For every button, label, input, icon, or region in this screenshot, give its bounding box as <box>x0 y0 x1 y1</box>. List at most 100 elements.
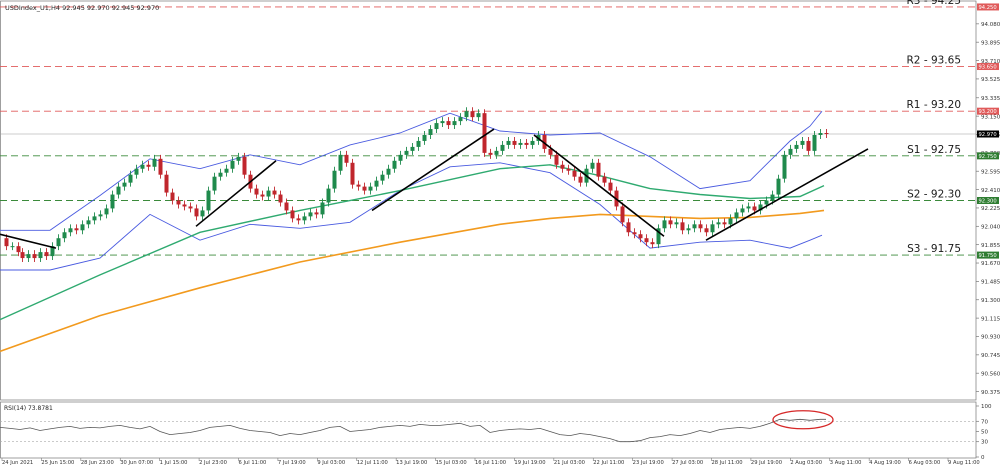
candle-bear <box>350 162 355 185</box>
candle-bear <box>680 222 685 231</box>
candle-bull <box>374 180 379 187</box>
candle-bull <box>80 224 85 231</box>
trendlines <box>0 128 869 249</box>
candle-bull <box>326 188 331 203</box>
candle-bull <box>128 174 133 183</box>
candle-bull <box>140 164 145 169</box>
candle-bear <box>596 162 601 177</box>
rsi-tick-label: 30 <box>981 440 988 446</box>
candle-bear <box>470 111 475 118</box>
candle-bear <box>608 182 613 191</box>
bollinger-upper-line <box>0 110 823 231</box>
candle-bull <box>530 140 535 145</box>
candle-bear <box>722 222 727 225</box>
time-tick-label: 22 Jul 11:00 <box>593 460 624 466</box>
price-tick-label: 90.560 <box>981 371 1000 377</box>
rsi-title: RSI(14) 73.8781 <box>4 405 53 412</box>
price-tick-label: 91.115 <box>981 316 1000 322</box>
candle-bear <box>554 154 559 165</box>
candle-bear <box>548 148 553 155</box>
time-tick-label: 6 Aug 03:00 <box>909 460 941 466</box>
candle-bear <box>752 206 757 211</box>
candle-bull <box>236 156 241 161</box>
candle-bear <box>632 232 637 235</box>
candle-bull <box>134 168 139 175</box>
current-price-tag <box>977 130 999 138</box>
candle-bear <box>356 184 361 187</box>
candle-bull <box>494 150 499 155</box>
level-price-tag-text: 91.750 <box>979 253 997 259</box>
candle-bear <box>164 174 169 193</box>
candle-bull <box>734 212 739 219</box>
time-tick-label: 24 Jun 2021 <box>2 460 33 466</box>
price-tick-label: 92.410 <box>981 188 1000 194</box>
support-label: S2 - 92.30 <box>907 189 961 201</box>
candle-bull <box>740 208 745 213</box>
level-labels: R3 - 94.25 94.250 R2 - 93.65 93.650 R1 - 93.… <box>907 0 999 259</box>
candle-bear <box>638 234 643 239</box>
horizontal-levels <box>0 0 977 401</box>
candle-bear <box>314 212 319 215</box>
level-price-tag-text: 93.650 <box>979 65 997 71</box>
time-tick-label: 9 Aug 11:00 <box>948 460 980 466</box>
candle-bear <box>446 121 451 126</box>
price-tick-label: 91.485 <box>981 280 1000 286</box>
rsi-tick-label: 70 <box>981 419 988 425</box>
candle-bear <box>4 238 9 247</box>
candle-bull <box>122 182 127 187</box>
candle-bear <box>44 252 49 257</box>
candle-bear <box>170 192 175 201</box>
candle-bear <box>704 228 709 233</box>
time-tick-label: 6 Jul 11:00 <box>239 460 267 466</box>
time-tick-label: 16 Jul 11:00 <box>475 460 506 466</box>
candle-bear <box>278 194 283 203</box>
current-price-tag-text: 92.970 <box>979 132 997 138</box>
candle-bear <box>512 140 517 145</box>
candle-bull <box>416 140 421 147</box>
time-tick-label: 27 Jul 03:00 <box>672 460 703 466</box>
candle-bull <box>782 154 787 179</box>
candle-bull <box>452 121 457 126</box>
time-tick-label: 23 Jul 19:00 <box>633 460 664 466</box>
price-tick-label: 93.150 <box>981 114 1000 120</box>
candle-bull <box>86 220 91 225</box>
candle-bear <box>146 164 151 167</box>
candle-bull <box>428 129 433 135</box>
candle-bear <box>260 194 265 197</box>
rsi-tick-label: 100 <box>981 404 992 410</box>
price-tick-label: 90.745 <box>981 353 1000 359</box>
candle-bear <box>482 113 487 153</box>
candle-bull <box>464 111 469 118</box>
price-tick-label: 93.895 <box>981 40 1000 46</box>
candle-bull <box>386 168 391 175</box>
candle-bull <box>758 204 763 211</box>
time-tick-label: 21 Jul 03:00 <box>554 460 585 466</box>
candle-bull <box>110 194 115 209</box>
price-tick-label: 93.335 <box>981 96 1000 102</box>
candle-bear <box>16 246 21 253</box>
candle-bull <box>50 246 55 257</box>
candle-bear <box>254 188 259 195</box>
candle-bull <box>410 146 415 151</box>
moving-averages <box>0 164 825 353</box>
time-tick-label: 3 Aug 11:00 <box>830 460 862 466</box>
level-price-tag-text: 94.250 <box>979 5 997 11</box>
time-axis: 24 Jun 2021 25 Jun 15:00 28 Jun 23:00 30 Ju… <box>1 458 980 466</box>
candle-bull <box>500 144 505 151</box>
time-tick-label: 30 Jun 07:00 <box>120 460 153 466</box>
trendline <box>371 128 495 212</box>
resistance-label: R1 - 93.20 <box>907 99 962 111</box>
time-tick-label: 13 Jul 19:00 <box>396 460 427 466</box>
trendline <box>0 233 57 249</box>
candle-bull <box>440 121 445 124</box>
price-tick-label: 93.710 <box>981 59 1000 65</box>
rsi-tick-label: 50 <box>981 430 988 436</box>
candle-bear <box>650 242 655 245</box>
candle-bear <box>20 252 25 259</box>
level-price-tag-text: 92.750 <box>979 154 997 160</box>
candle-bull <box>116 186 121 195</box>
candle-bull <box>224 168 229 173</box>
candle-bear <box>362 186 367 191</box>
